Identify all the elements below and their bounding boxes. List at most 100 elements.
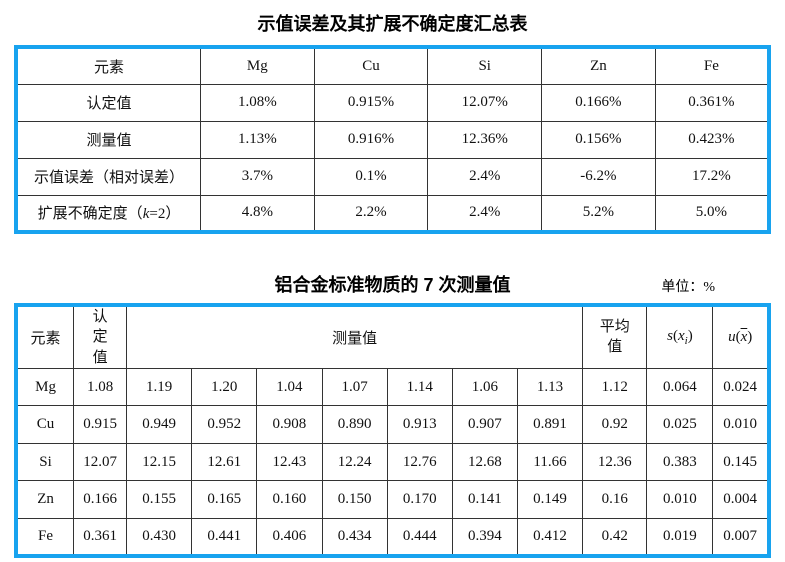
t1-value-cell: 2.2%: [313, 194, 429, 233]
t1-row: 认定值 1.08% 0.915% 12.07% 0.166% 0.361%: [15, 83, 770, 122]
t2-measurement-cell: 0.160: [256, 480, 323, 519]
t2-certified-cell: 0.166: [73, 480, 128, 519]
t2-element-cell: Mg: [15, 367, 75, 407]
t2-u-cell: 0.024: [712, 367, 770, 407]
t2-measurement-cell: 0.444: [386, 517, 453, 557]
t2-measurement-cell: 0.170: [386, 480, 453, 519]
t2-u-cell: 0.004: [712, 480, 770, 519]
t2-row-si: Si 12.07 12.15 12.61 12.43 12.24 12.76 12.68 11.…: [15, 442, 770, 482]
t2-measurement-cell: 12.61: [191, 442, 258, 482]
measurements-table-title: 铝合金标准物质的 7 次测量值: [274, 275, 511, 295]
t2-s-cell: 0.010: [646, 480, 714, 519]
t2-mean-cell: 0.42: [582, 517, 648, 557]
t1-element-header: Mg: [200, 46, 315, 85]
unit-label: 单位：%: [661, 280, 715, 295]
t2-row-fe: Fe 0.361 0.430 0.441 0.406 0.434 0.444 0.394 0.4…: [15, 517, 770, 557]
t2-measurement-cell: 0.394: [451, 517, 518, 557]
t2-mean-cell: 0.16: [582, 480, 648, 519]
t2-certified-cell: 0.361: [73, 517, 128, 557]
t2-header-u-xbar: u(x): [712, 304, 770, 369]
t1-value-cell: 0.915%: [313, 83, 429, 122]
t2-measurement-cell: 0.952: [191, 405, 258, 444]
t2-element-cell: Fe: [15, 517, 75, 557]
t1-value-cell: 12.07%: [427, 83, 543, 122]
t1-value-cell: 0.156%: [541, 120, 656, 159]
t1-row-label: 示值误差（相对误差）: [15, 157, 201, 196]
t1-value-cell: 0.916%: [313, 120, 429, 159]
t2-measurement-cell: 0.949: [126, 405, 193, 444]
t2-certified-cell: 12.07: [73, 442, 128, 482]
t2-measurement-cell: 12.15: [126, 442, 193, 482]
t2-measurement-cell: 0.155: [126, 480, 193, 519]
t1-value-cell: 2.4%: [427, 194, 543, 233]
t1-value-cell: 2.4%: [427, 157, 543, 196]
t1-value-cell: 1.13%: [200, 120, 315, 159]
t2-measurement-cell: 0.150: [321, 480, 388, 519]
t2-measurement-cell: 0.907: [451, 405, 518, 444]
t2-certified-cell: 0.915: [73, 405, 128, 444]
measurements-table-header-row: 元素 认定值 测量值 平均值 s(xi) u(x): [15, 304, 770, 369]
t2-measurement-cell: 0.913: [386, 405, 453, 444]
t2-mean-cell: 0.92: [582, 405, 648, 444]
t2-row-mg: Mg 1.08 1.19 1.20 1.04 1.07 1.14 1.06 1.13 1.12 0.…: [15, 367, 770, 407]
t2-header-measured: 测量值: [126, 304, 584, 369]
t2-measurement-cell: 0.908: [256, 405, 323, 444]
t2-s-cell: 0.064: [646, 367, 714, 407]
t1-value-cell: 0.361%: [654, 83, 770, 122]
t2-measurement-cell: 0.165: [191, 480, 258, 519]
t2-measurement-cell: 11.66: [516, 442, 584, 482]
t1-value-cell: 17.2%: [654, 157, 770, 196]
t2-certified-cell: 1.08: [73, 367, 128, 407]
t1-row: 扩展不确定度（k=2） 4.8% 2.2% 2.4% 5.2% 5.0%: [15, 194, 770, 233]
t2-element-cell: Si: [15, 442, 75, 482]
t2-mean-cell: 1.12: [582, 367, 648, 407]
t2-u-cell: 0.007: [712, 517, 770, 557]
t2-row-zn: Zn 0.166 0.155 0.165 0.160 0.150 0.170 0.141 0.1…: [15, 480, 770, 519]
t2-measurement-cell: 1.19: [126, 367, 193, 407]
t2-row-cu: Cu 0.915 0.949 0.952 0.908 0.890 0.913 0.907 0.8…: [15, 405, 770, 444]
t1-value-cell: 5.2%: [541, 194, 656, 233]
t2-s-cell: 0.019: [646, 517, 714, 557]
t2-measurement-cell: 0.441: [191, 517, 258, 557]
t2-measurement-cell: 1.20: [191, 367, 258, 407]
t2-mean-cell: 12.36: [582, 442, 648, 482]
t2-measurement-cell: 0.430: [126, 517, 193, 557]
t2-measurement-cell: 12.43: [256, 442, 323, 482]
t2-measurement-cell: 1.14: [386, 367, 453, 407]
t1-value-cell: 0.1%: [313, 157, 429, 196]
t1-row-label: 测量值: [15, 120, 201, 159]
t2-measurement-cell: 0.412: [516, 517, 584, 557]
t1-element-header: Si: [427, 46, 543, 85]
t2-measurement-cell: 1.06: [451, 367, 518, 407]
t2-measurement-cell: 0.141: [451, 480, 518, 519]
t1-row-label: 认定值: [15, 83, 201, 122]
t1-element-header: Cu: [313, 46, 429, 85]
t2-measurement-cell: 0.149: [516, 480, 584, 519]
summary-table-title: 示值误差及其扩展不确定度汇总表: [257, 14, 528, 34]
t2-u-cell: 0.145: [712, 442, 770, 482]
t1-value-cell: 0.166%: [541, 83, 656, 122]
t2-measurement-cell: 0.434: [321, 517, 388, 557]
t1-element-header: Zn: [541, 46, 656, 85]
summary-table-header-row: 元素 Mg Cu Si Zn Fe: [15, 46, 770, 85]
t1-value-cell: 4.8%: [200, 194, 315, 233]
t2-element-cell: Cu: [15, 405, 75, 444]
t1-row: 示值误差（相对误差） 3.7% 0.1% 2.4% -6.2% 17.2%: [15, 157, 770, 196]
t1-element-header: Fe: [654, 46, 770, 85]
t2-measurement-cell: 1.13: [516, 367, 584, 407]
t1-value-cell: 3.7%: [200, 157, 315, 196]
t1-corner-header: 元素: [15, 46, 201, 85]
t2-header-certified: 认定值: [73, 304, 128, 369]
measurements-table: 元素 认定值 测量值 平均值 s(xi) u(x) Mg 1.08 1.19 1.20…: [14, 303, 771, 558]
t2-measurement-cell: 12.68: [451, 442, 518, 482]
t2-header-element: 元素: [15, 304, 75, 369]
t1-row-label: 扩展不确定度（k=2）: [15, 194, 201, 233]
t2-s-cell: 0.383: [646, 442, 714, 482]
t2-header-s-xi: s(xi): [646, 304, 714, 369]
t2-s-cell: 0.025: [646, 405, 714, 444]
t1-value-cell: -6.2%: [541, 157, 656, 196]
t2-element-cell: Zn: [15, 480, 75, 519]
t2-measurement-cell: 0.890: [321, 405, 388, 444]
t2-measurement-cell: 0.891: [516, 405, 584, 444]
